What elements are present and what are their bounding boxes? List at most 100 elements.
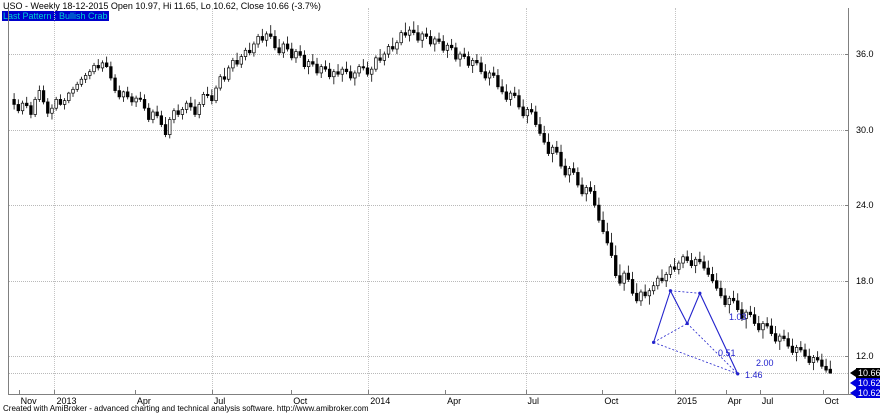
candle-down	[205, 93, 210, 96]
candle-up	[227, 67, 231, 80]
y-axis-label: 24.0	[856, 200, 874, 211]
candle-down	[529, 109, 534, 113]
candle-down	[16, 104, 20, 112]
candle-up	[651, 285, 656, 292]
candle-up	[761, 323, 765, 331]
candle-down	[736, 300, 740, 310]
candle-up	[340, 68, 344, 75]
candle-up	[214, 87, 218, 101]
price-tag-pointer	[850, 369, 856, 378]
candle-down	[349, 71, 353, 79]
candle-down	[391, 46, 395, 50]
candle-down	[483, 71, 487, 79]
candle-up	[647, 290, 652, 297]
candle-down	[786, 338, 790, 347]
candle-down	[193, 106, 197, 115]
candle-down	[424, 33, 429, 37]
y-axis-label: 18.0	[856, 275, 874, 286]
candle-up	[353, 72, 357, 79]
price-tag-bid: 10.62	[856, 378, 880, 389]
candle-down	[12, 99, 16, 105]
candle-down	[29, 105, 33, 115]
gridline-horizontal	[9, 54, 848, 56]
y-axis-tick	[845, 205, 849, 207]
x-axis-label: Jul	[761, 396, 774, 406]
pattern-leg	[686, 293, 701, 324]
gridline-vertical	[525, 8, 528, 394]
candle-up	[172, 110, 176, 120]
candle-up	[357, 66, 361, 74]
x-axis-tick	[211, 390, 213, 395]
candle-up	[639, 291, 643, 302]
y-axis-label: 36.0	[856, 49, 874, 60]
candle-down	[731, 297, 736, 302]
candle-down	[302, 54, 307, 67]
candle-down	[580, 184, 584, 195]
y-axis-label: 30.0	[856, 124, 874, 135]
y-axis-right-line	[848, 8, 849, 394]
candle-down	[58, 99, 63, 105]
gridline-horizontal	[9, 280, 848, 283]
y-axis-tick	[845, 280, 849, 282]
pattern-point-c	[698, 291, 702, 295]
candle-down	[626, 272, 630, 280]
y-axis-tick	[845, 129, 849, 131]
x-axis-label: Apr	[136, 396, 151, 406]
y-axis-tick	[845, 356, 849, 358]
x-axis-tick	[759, 390, 761, 395]
candle-down	[588, 187, 593, 192]
candle-down	[41, 90, 46, 103]
candle-down	[222, 76, 227, 80]
x-axis-label: 2014	[370, 396, 391, 406]
candle-down	[534, 111, 538, 125]
candle-down	[496, 75, 500, 88]
gridline-horizontal	[9, 205, 848, 207]
candle-down	[605, 231, 609, 244]
candle-up	[584, 187, 588, 195]
candle-down	[748, 311, 752, 316]
candle-down	[403, 32, 408, 36]
candle-up	[218, 76, 222, 89]
candle-down	[441, 41, 445, 51]
candle-up	[62, 100, 67, 105]
x-axis-tick	[291, 390, 293, 395]
candle-down	[126, 91, 130, 98]
candle-up	[567, 168, 572, 176]
candle-up	[20, 102, 25, 112]
chart-title: USO - Weekly 18-12-2015 Open 10.97, Hi 1…	[3, 1, 321, 11]
candle-up	[386, 46, 391, 55]
candle-down	[790, 345, 795, 353]
candle-down	[517, 95, 521, 108]
candle-up	[239, 56, 243, 65]
candle-down	[723, 295, 727, 305]
candle-up	[420, 33, 424, 41]
candle-down	[277, 47, 281, 54]
candle-down	[475, 60, 479, 64]
candle-up	[281, 43, 286, 54]
candle-up	[677, 262, 681, 270]
price-tag-pointer	[850, 389, 856, 398]
y-axis-line	[8, 8, 9, 394]
x-axis-tick	[525, 390, 527, 395]
candle-down	[614, 255, 618, 276]
candle-down	[698, 258, 702, 263]
pattern-point-x	[651, 340, 656, 344]
price-tag-pointer	[850, 379, 856, 388]
candle-down	[147, 107, 151, 120]
candle-down	[719, 287, 723, 297]
x-axis-label: 2013	[56, 396, 77, 406]
candle-down	[757, 323, 761, 331]
footer-credit: Created with AmiBroker - advanced charti…	[3, 404, 369, 413]
candle-up	[487, 72, 492, 79]
candle-down	[799, 347, 803, 351]
candle-up	[184, 102, 189, 110]
gridline-horizontal	[9, 356, 848, 358]
pattern-ratio-label: 1.03	[729, 312, 747, 322]
candle-down	[597, 204, 601, 221]
candle-down	[269, 33, 273, 37]
candle-up	[231, 60, 235, 69]
candle-up	[727, 297, 731, 305]
candle-up	[471, 60, 475, 66]
candle-down	[428, 36, 433, 45]
